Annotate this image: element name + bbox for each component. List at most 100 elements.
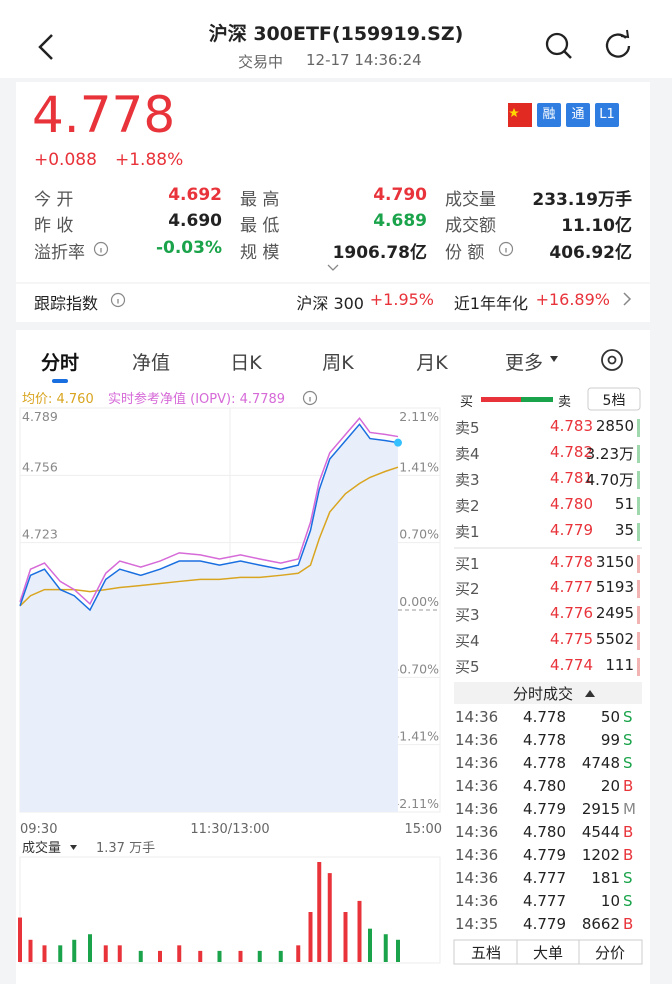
- book-volume: 5502: [595, 630, 634, 648]
- buy-ratio-bar: [481, 397, 521, 402]
- volume-bar: [317, 862, 322, 962]
- book-label: 买5: [455, 658, 480, 676]
- trade-time: 14:36: [455, 800, 499, 818]
- tab[interactable]: 周K: [322, 352, 354, 374]
- tab[interactable]: 日K: [230, 352, 262, 374]
- volume-bar: [158, 950, 162, 962]
- tab-underline: [52, 379, 68, 383]
- book-label: 买1: [455, 555, 480, 573]
- trade-price: 4.778: [523, 754, 566, 772]
- pct-label: 0.00%: [399, 594, 439, 609]
- trade-side: B: [623, 823, 634, 841]
- pct-label: -2.11%: [395, 796, 439, 811]
- tracking-index: 沪深 300: [296, 294, 364, 313]
- book-edge: [637, 497, 640, 515]
- volume-bar: [88, 934, 92, 962]
- stat-value: 4.689: [373, 211, 427, 231]
- book-volume: 5193: [595, 578, 634, 596]
- pct-label: 0.70%: [399, 527, 439, 542]
- book-price: 4.776: [550, 604, 593, 622]
- search-button[interactable]: [545, 32, 572, 59]
- trade-side: S: [623, 754, 633, 772]
- trade-price: 4.778: [523, 731, 566, 749]
- bottom-tabs-box[interactable]: [453, 939, 643, 965]
- book-price: 4.777: [550, 578, 593, 596]
- bottom-tab[interactable]: 五档: [470, 944, 501, 962]
- stat-label: 最 低: [240, 216, 280, 236]
- buy-label: 买: [460, 395, 474, 410]
- trade-side: B: [623, 777, 634, 795]
- stat-value: 4.692: [168, 185, 222, 205]
- bottom-tab[interactable]: 大单: [532, 944, 563, 962]
- tab[interactable]: 月K: [416, 352, 448, 374]
- trade-volume: 10: [600, 892, 620, 910]
- volume-bar: [238, 950, 243, 962]
- stat-label: 溢折率: [34, 243, 85, 263]
- pct-label: -1.41%: [395, 729, 439, 744]
- trade-price: 4.777: [523, 892, 566, 910]
- volume-bar: [117, 945, 122, 962]
- trade-volume: 20: [600, 777, 620, 795]
- depth-label[interactable]: 5档: [602, 393, 626, 409]
- tracking-label: 跟踪指数: [34, 294, 99, 313]
- trade-volume: 181: [591, 869, 620, 887]
- stat-value: 1906.78亿: [332, 243, 427, 263]
- expand-chevron[interactable]: [327, 264, 339, 271]
- book-edge: [637, 580, 640, 598]
- trade-price: 4.780: [523, 823, 566, 841]
- stat-label: 份 额: [445, 243, 485, 263]
- trade-volume: 2915: [581, 800, 620, 818]
- y-tick-label: 4.723: [22, 527, 58, 542]
- stat-value: 4.790: [373, 185, 427, 205]
- depth-button[interactable]: [587, 387, 641, 411]
- book-volume: 2495: [595, 604, 634, 622]
- sell-label: 卖: [558, 395, 572, 410]
- tab[interactable]: 更多: [504, 352, 543, 374]
- volume-bar: [396, 939, 400, 962]
- book-label: 买4: [455, 632, 480, 650]
- trades-header-bg: [454, 682, 642, 704]
- book-label: 卖5: [455, 419, 480, 437]
- info-icon: [498, 241, 514, 257]
- trade-price: 4.778: [523, 708, 566, 726]
- book-edge: [637, 471, 640, 489]
- settings-button[interactable]: [601, 349, 623, 371]
- trade-side: S: [623, 708, 633, 726]
- book-volume: 3.23万: [585, 445, 634, 463]
- stat-value: 406.92亿: [549, 243, 632, 263]
- volume-bar: [198, 950, 203, 962]
- bottom-tab[interactable]: 分价: [594, 944, 625, 962]
- book-edge: [637, 445, 640, 463]
- current-dot: [394, 438, 402, 447]
- tab[interactable]: 净值: [131, 352, 170, 374]
- book-edge: [637, 555, 640, 573]
- legend-iopv: 实时参考净值 (IOPV): 4.7789: [108, 391, 285, 407]
- volume-bar: [18, 917, 22, 962]
- trade-side: S: [623, 892, 633, 910]
- trade-time: 14:36: [455, 777, 499, 795]
- volume-bar: [257, 950, 262, 962]
- volume-caret: [70, 845, 77, 850]
- volume-bar: [357, 900, 362, 962]
- stat-label: 规 模: [240, 243, 280, 263]
- badge: 融: [537, 103, 561, 127]
- trade-price: 4.779: [523, 800, 566, 818]
- volume-border: [19, 856, 441, 964]
- book-price: 4.775: [550, 630, 593, 648]
- info-icon: [110, 292, 126, 308]
- flag-star: [509, 108, 519, 117]
- volume-bar: [343, 912, 348, 962]
- volume-bar: [308, 912, 313, 962]
- tab[interactable]: 分时: [40, 352, 79, 374]
- trade-time: 14:36: [455, 869, 499, 887]
- pct-label: -0.70%: [395, 661, 439, 676]
- refresh-button[interactable]: [605, 33, 631, 58]
- trade-price: 4.777: [523, 869, 566, 887]
- book-edge: [637, 523, 640, 541]
- x-tick-label: 15:00: [405, 822, 442, 837]
- trade-volume: 8662: [581, 915, 620, 933]
- book-edge: [637, 658, 640, 676]
- tracking-chevron[interactable]: [623, 292, 632, 306]
- back-button[interactable]: [38, 34, 53, 60]
